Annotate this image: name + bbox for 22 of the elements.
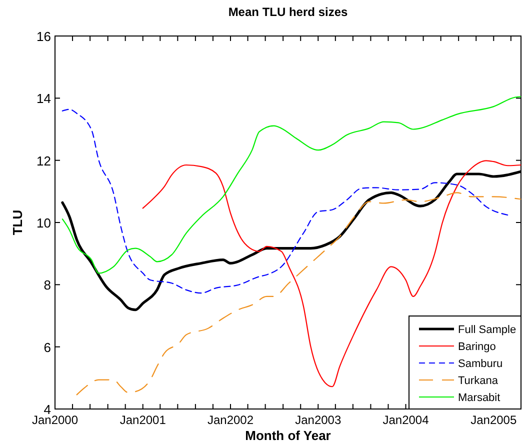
line-series bbox=[62, 96, 521, 274]
y-axis-title: TLU bbox=[10, 210, 25, 236]
y-tick-label: 12 bbox=[36, 153, 51, 168]
chart-title: Mean TLU herd sizes bbox=[228, 5, 348, 19]
x-tick-label: Jan2002 bbox=[207, 413, 254, 427]
legend-label: Samburu bbox=[458, 358, 503, 370]
legend-label: Marsabit bbox=[458, 392, 500, 404]
y-tick-label: 8 bbox=[44, 278, 51, 293]
x-tick-label: Jan2005 bbox=[470, 413, 517, 427]
x-tick-label: Jan2001 bbox=[120, 413, 166, 427]
legend-label: Full Sample bbox=[458, 324, 516, 336]
y-tick-label: 10 bbox=[36, 216, 51, 230]
y-tick-label: 14 bbox=[36, 91, 51, 106]
line-series bbox=[62, 108, 508, 294]
y-tick-label: 16 bbox=[36, 29, 51, 44]
x-tick-label: Jan2004 bbox=[382, 413, 430, 427]
line-series bbox=[142, 160, 521, 388]
y-tick-label: 6 bbox=[44, 340, 51, 355]
x-axis-title: Month of Year bbox=[245, 428, 331, 443]
legend-label: Baringo bbox=[458, 341, 496, 353]
x-tick-label: Jan2003 bbox=[295, 413, 342, 427]
legend-label: Turkana bbox=[458, 375, 499, 387]
